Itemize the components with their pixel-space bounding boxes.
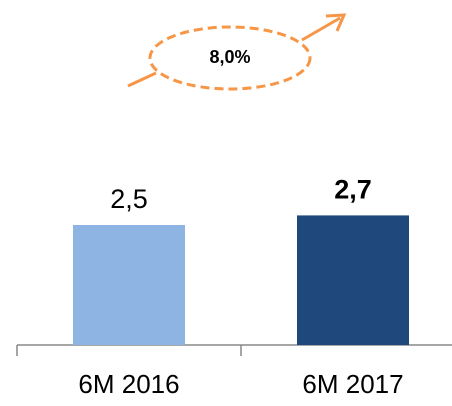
arrow-head-line: [301, 16, 341, 42]
bar: [297, 215, 409, 345]
bar: [73, 225, 185, 345]
arrow-head: [325, 13, 347, 32]
growth-annotation: 8,0%: [127, 13, 347, 91]
x-tick-label: 6M 2016: [78, 369, 179, 399]
value-label: 2,5: [110, 184, 148, 214]
arrow-tail: [127, 71, 157, 88]
annotation-label: 8,0%: [209, 47, 250, 67]
value-label: 2,7: [334, 175, 372, 205]
annotation-ellipse: [148, 25, 312, 91]
x-tick-label: 6M 2017: [302, 369, 403, 399]
